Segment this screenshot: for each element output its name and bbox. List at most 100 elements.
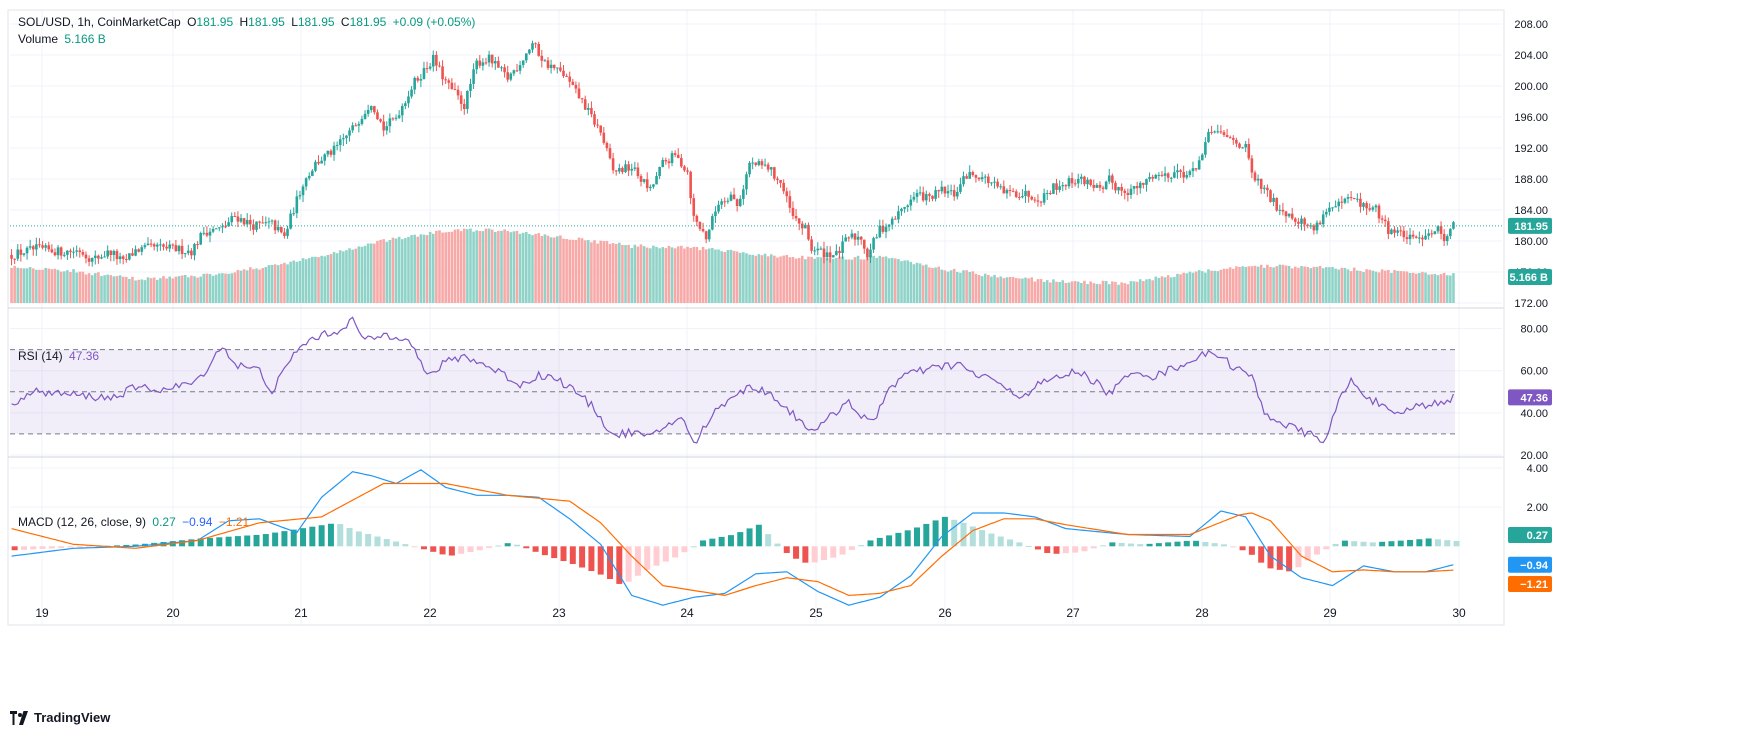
macd-histogram-bar bbox=[895, 532, 902, 547]
candle-body bbox=[751, 162, 754, 164]
candle-body bbox=[1383, 219, 1387, 222]
volume-bar bbox=[385, 241, 389, 303]
volume-bar bbox=[822, 257, 826, 303]
volume-bar bbox=[866, 257, 869, 303]
volume-bar bbox=[199, 276, 203, 303]
volume-bar bbox=[1340, 267, 1344, 303]
macd-histogram-bar bbox=[1267, 546, 1274, 569]
volume-bar bbox=[1433, 273, 1437, 303]
candle-body bbox=[838, 250, 841, 253]
macd-histogram-bar bbox=[532, 546, 539, 552]
volume-bar bbox=[1259, 264, 1263, 303]
candle-body bbox=[221, 226, 224, 228]
candle-body bbox=[128, 253, 131, 260]
candle-body bbox=[993, 181, 996, 183]
macd-histogram-bar bbox=[1286, 546, 1293, 572]
candle-body bbox=[407, 96, 410, 104]
volume-bar bbox=[180, 275, 184, 303]
volume-bar bbox=[1157, 277, 1161, 303]
volume-bar bbox=[435, 230, 438, 303]
candle-body bbox=[999, 186, 1003, 188]
macd-tag-text: −0.94 bbox=[1520, 560, 1549, 572]
candle-body bbox=[230, 216, 234, 223]
volume-bar bbox=[1055, 281, 1058, 303]
volume-bar bbox=[794, 258, 798, 303]
volume-bar bbox=[1188, 271, 1192, 303]
macd-legend: MACD (12, 26, close, 9) 0.27 −0.94 −1.21 bbox=[18, 514, 252, 530]
volume-bar bbox=[974, 273, 978, 303]
candle-body bbox=[273, 220, 277, 231]
volume-bar bbox=[918, 263, 922, 303]
candle-body bbox=[583, 99, 587, 110]
macd-histogram-bar bbox=[188, 539, 195, 547]
volume-bar bbox=[165, 278, 168, 303]
candle-body bbox=[903, 207, 906, 209]
volume-bar bbox=[276, 265, 280, 303]
macd-tick-label: 4.00 bbox=[1527, 463, 1548, 475]
volume-bar bbox=[78, 271, 82, 303]
volume-bar bbox=[844, 259, 847, 303]
candle-body bbox=[745, 174, 748, 190]
candle-body bbox=[1033, 199, 1037, 201]
volume-bar bbox=[633, 244, 637, 303]
candle-body bbox=[276, 227, 280, 231]
candle-body bbox=[459, 95, 463, 104]
volume-bar bbox=[1290, 268, 1294, 303]
candle-body bbox=[242, 218, 246, 225]
candle-body bbox=[1163, 173, 1167, 176]
macd-histogram-bar bbox=[1025, 545, 1032, 547]
volume-bar bbox=[1414, 273, 1418, 303]
volume-bar bbox=[1111, 281, 1114, 303]
volume-bar bbox=[211, 275, 215, 303]
candle-body bbox=[850, 233, 854, 238]
volume-bar bbox=[87, 273, 91, 303]
candle-body bbox=[351, 125, 354, 131]
candle-body bbox=[1132, 186, 1136, 189]
volume-bar bbox=[459, 231, 463, 303]
candle-body bbox=[1259, 178, 1263, 189]
candle-body bbox=[143, 245, 147, 248]
volume-bar bbox=[422, 234, 426, 303]
volume-bar bbox=[1098, 284, 1102, 303]
candle-body bbox=[962, 176, 965, 185]
volume-bar bbox=[503, 229, 506, 303]
candle-body bbox=[1281, 209, 1285, 212]
candle-body bbox=[1315, 222, 1319, 231]
candle-body bbox=[1225, 135, 1229, 138]
volume-tag bbox=[1508, 269, 1552, 285]
candle-body bbox=[25, 247, 29, 254]
volume-bar bbox=[481, 231, 485, 303]
candle-body bbox=[614, 170, 618, 172]
candle-body bbox=[1427, 233, 1430, 236]
candle-body bbox=[1287, 213, 1291, 217]
candle-body bbox=[326, 150, 330, 155]
volume-bar bbox=[62, 271, 66, 303]
candle-body bbox=[38, 244, 41, 246]
volume-bar bbox=[720, 251, 723, 303]
volume-bar bbox=[317, 257, 320, 303]
volume-bar bbox=[692, 246, 696, 303]
candle-body bbox=[546, 60, 550, 68]
volume-bar bbox=[472, 231, 475, 303]
tradingview-brand[interactable]: TradingView bbox=[8, 710, 110, 725]
candle-body bbox=[35, 244, 38, 250]
volume-bar bbox=[847, 259, 851, 303]
candle-body bbox=[940, 186, 944, 192]
volume-legend: Volume 5.166 B bbox=[18, 31, 109, 47]
candle-body bbox=[177, 245, 181, 252]
candle-body bbox=[1160, 174, 1164, 176]
volume-bar bbox=[115, 276, 119, 303]
candle-body bbox=[345, 135, 348, 139]
candle-body bbox=[1346, 197, 1350, 199]
candle-body bbox=[534, 43, 537, 45]
candle-body bbox=[391, 118, 395, 120]
candle-body bbox=[1362, 203, 1365, 207]
macd-histogram-bar bbox=[1062, 546, 1069, 554]
candle-body bbox=[1445, 236, 1449, 242]
signal-tag-text: −1.21 bbox=[1520, 579, 1548, 591]
candle-body bbox=[1325, 211, 1328, 215]
candle-body bbox=[556, 67, 559, 69]
volume-bar bbox=[307, 258, 311, 303]
candle-body bbox=[1430, 233, 1434, 235]
candle-body bbox=[1284, 211, 1288, 217]
